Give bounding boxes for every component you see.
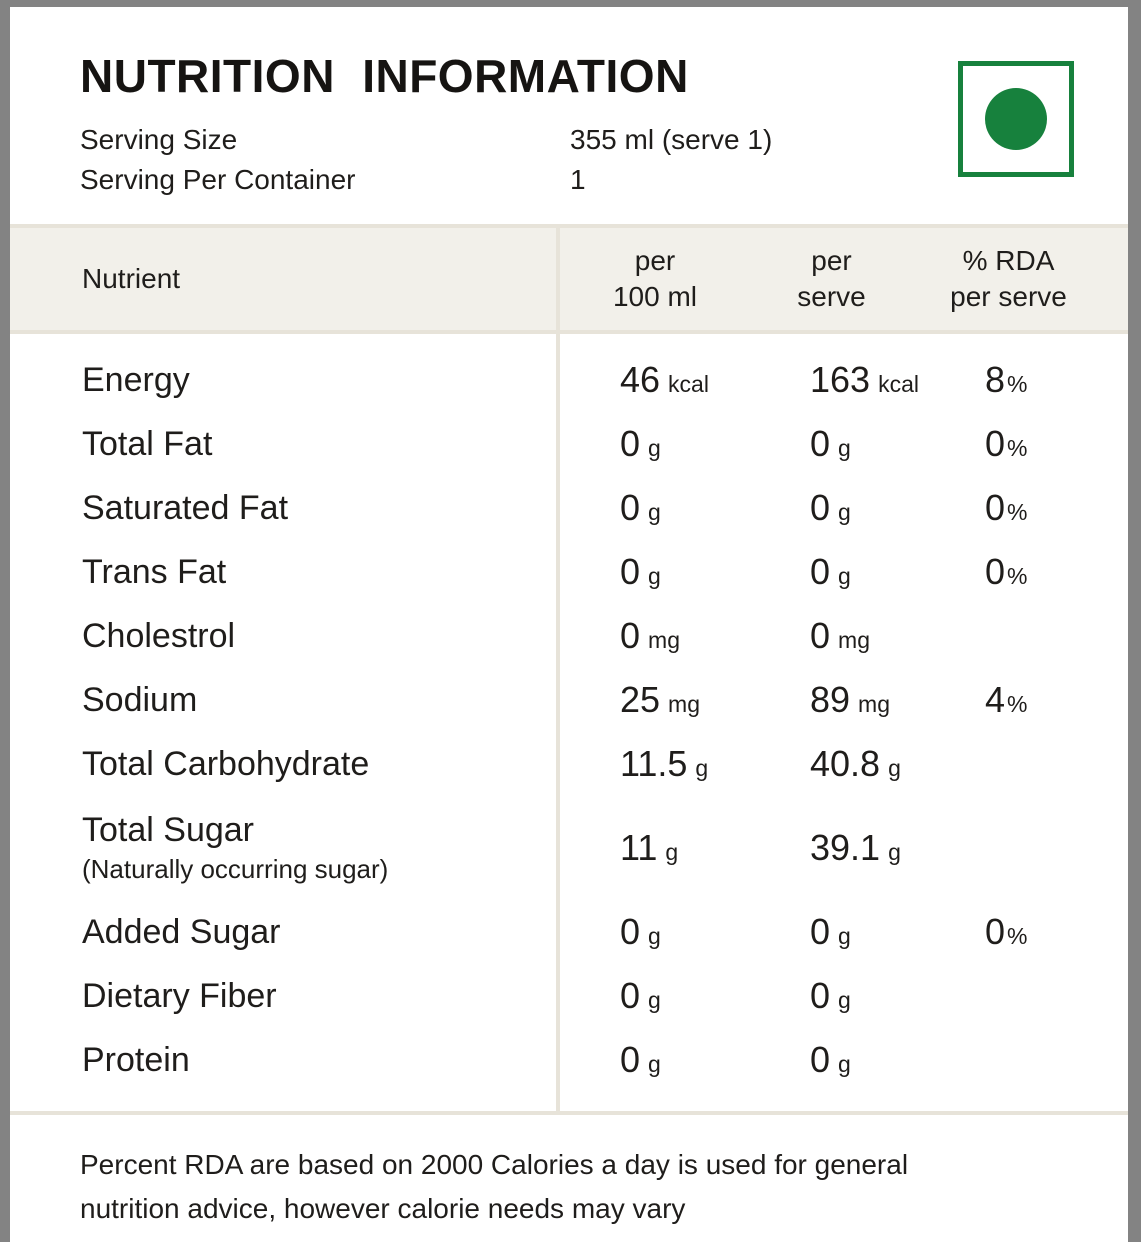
value-per-serve: 40.8 g	[810, 743, 901, 784]
serving-info: Serving Size 355 ml (serve 1) Serving Pe…	[80, 120, 1128, 200]
nutrient-name: Saturated Fat	[82, 488, 289, 527]
value-per-100ml: 25 mg	[620, 679, 700, 720]
value-per-100ml: 0 mg	[620, 615, 680, 656]
nutrient-name: Total Carbohydrate	[82, 744, 370, 783]
serving-size-label: Serving Size	[80, 124, 238, 155]
column-header-per-serve: per serve	[797, 245, 866, 312]
table-row: Sodium 25 mg 89 mg 4%	[10, 668, 1128, 732]
value-per-serve: 39.1 g	[810, 827, 901, 868]
value-rda-per-serve: 0%	[985, 911, 1028, 952]
value-rda-per-serve: 0%	[985, 423, 1028, 464]
table-row: Energy 46 kcal 163 kcal 8%	[10, 348, 1128, 412]
footnote-line-2: nutrition advice, however calorie needs …	[80, 1193, 686, 1224]
label-title: NUTRITION INFORMATION	[80, 50, 689, 102]
nutrient-subname: (Naturally occurring sugar)	[82, 854, 389, 884]
footnote-line-1: Percent RDA are based on 2000 Calories a…	[80, 1149, 909, 1180]
nutrient-name: Energy	[82, 360, 190, 399]
table-header-row: Nutrient per 100 ml per serve % RDA per …	[10, 224, 1128, 334]
serving-per-container-row: Serving Per Container 1	[80, 160, 1128, 200]
value-rda-per-serve: 0%	[985, 551, 1028, 592]
nutrient-name: Added Sugar	[82, 912, 281, 951]
nutrient-name: Trans Fat	[82, 552, 227, 591]
serving-size-value: 355 ml (serve 1)	[570, 124, 773, 155]
serving-size-row: Serving Size 355 ml (serve 1)	[80, 120, 1128, 160]
value-per-serve: 89 mg	[810, 679, 890, 720]
nutrient-name: Total Fat	[82, 424, 213, 463]
label-header: NUTRITION INFORMATION Serving Size 355 m…	[10, 7, 1128, 224]
value-rda-per-serve: 0%	[985, 487, 1028, 528]
table-row: Total Carbohydrate 11.5 g 40.8 g	[10, 732, 1128, 796]
value-per-100ml: 46 kcal	[620, 359, 709, 400]
value-per-serve: 163 kcal	[810, 359, 919, 400]
nutrient-name: Cholestrol	[82, 616, 236, 655]
nutrient-name: Sodium	[82, 680, 198, 719]
value-per-serve: 0 mg	[810, 615, 870, 656]
column-header-rda-per-serve: % RDA per serve	[950, 245, 1067, 312]
table-row: Cholestrol 0 mg 0 mg	[10, 604, 1128, 668]
value-rda-per-serve: 4%	[985, 679, 1028, 720]
nutrient-name: Protein	[82, 1040, 190, 1079]
rda-footnote: Percent RDA are based on 2000 Calories a…	[10, 1111, 1128, 1231]
column-header-nutrient: Nutrient	[82, 263, 181, 294]
serving-per-container-value: 1	[570, 164, 586, 195]
nutrient-name: Dietary Fiber	[82, 976, 277, 1015]
value-per-100ml: 11.5 g	[620, 743, 709, 784]
green-dot-icon	[985, 88, 1047, 150]
table-row: Total Sugar (Naturally occurring sugar) …	[10, 796, 1128, 900]
value-per-100ml: 11 g	[620, 827, 679, 868]
column-header-per-100ml: per 100 ml	[612, 245, 698, 312]
nutrient-name: Total Sugar	[82, 811, 254, 849]
vegetarian-mark-icon	[958, 61, 1074, 177]
serving-per-container-label: Serving Per Container	[80, 164, 356, 195]
nutrition-label: NUTRITION INFORMATION Serving Size 355 m…	[10, 7, 1128, 1242]
value-rda-per-serve: 8%	[985, 359, 1028, 400]
